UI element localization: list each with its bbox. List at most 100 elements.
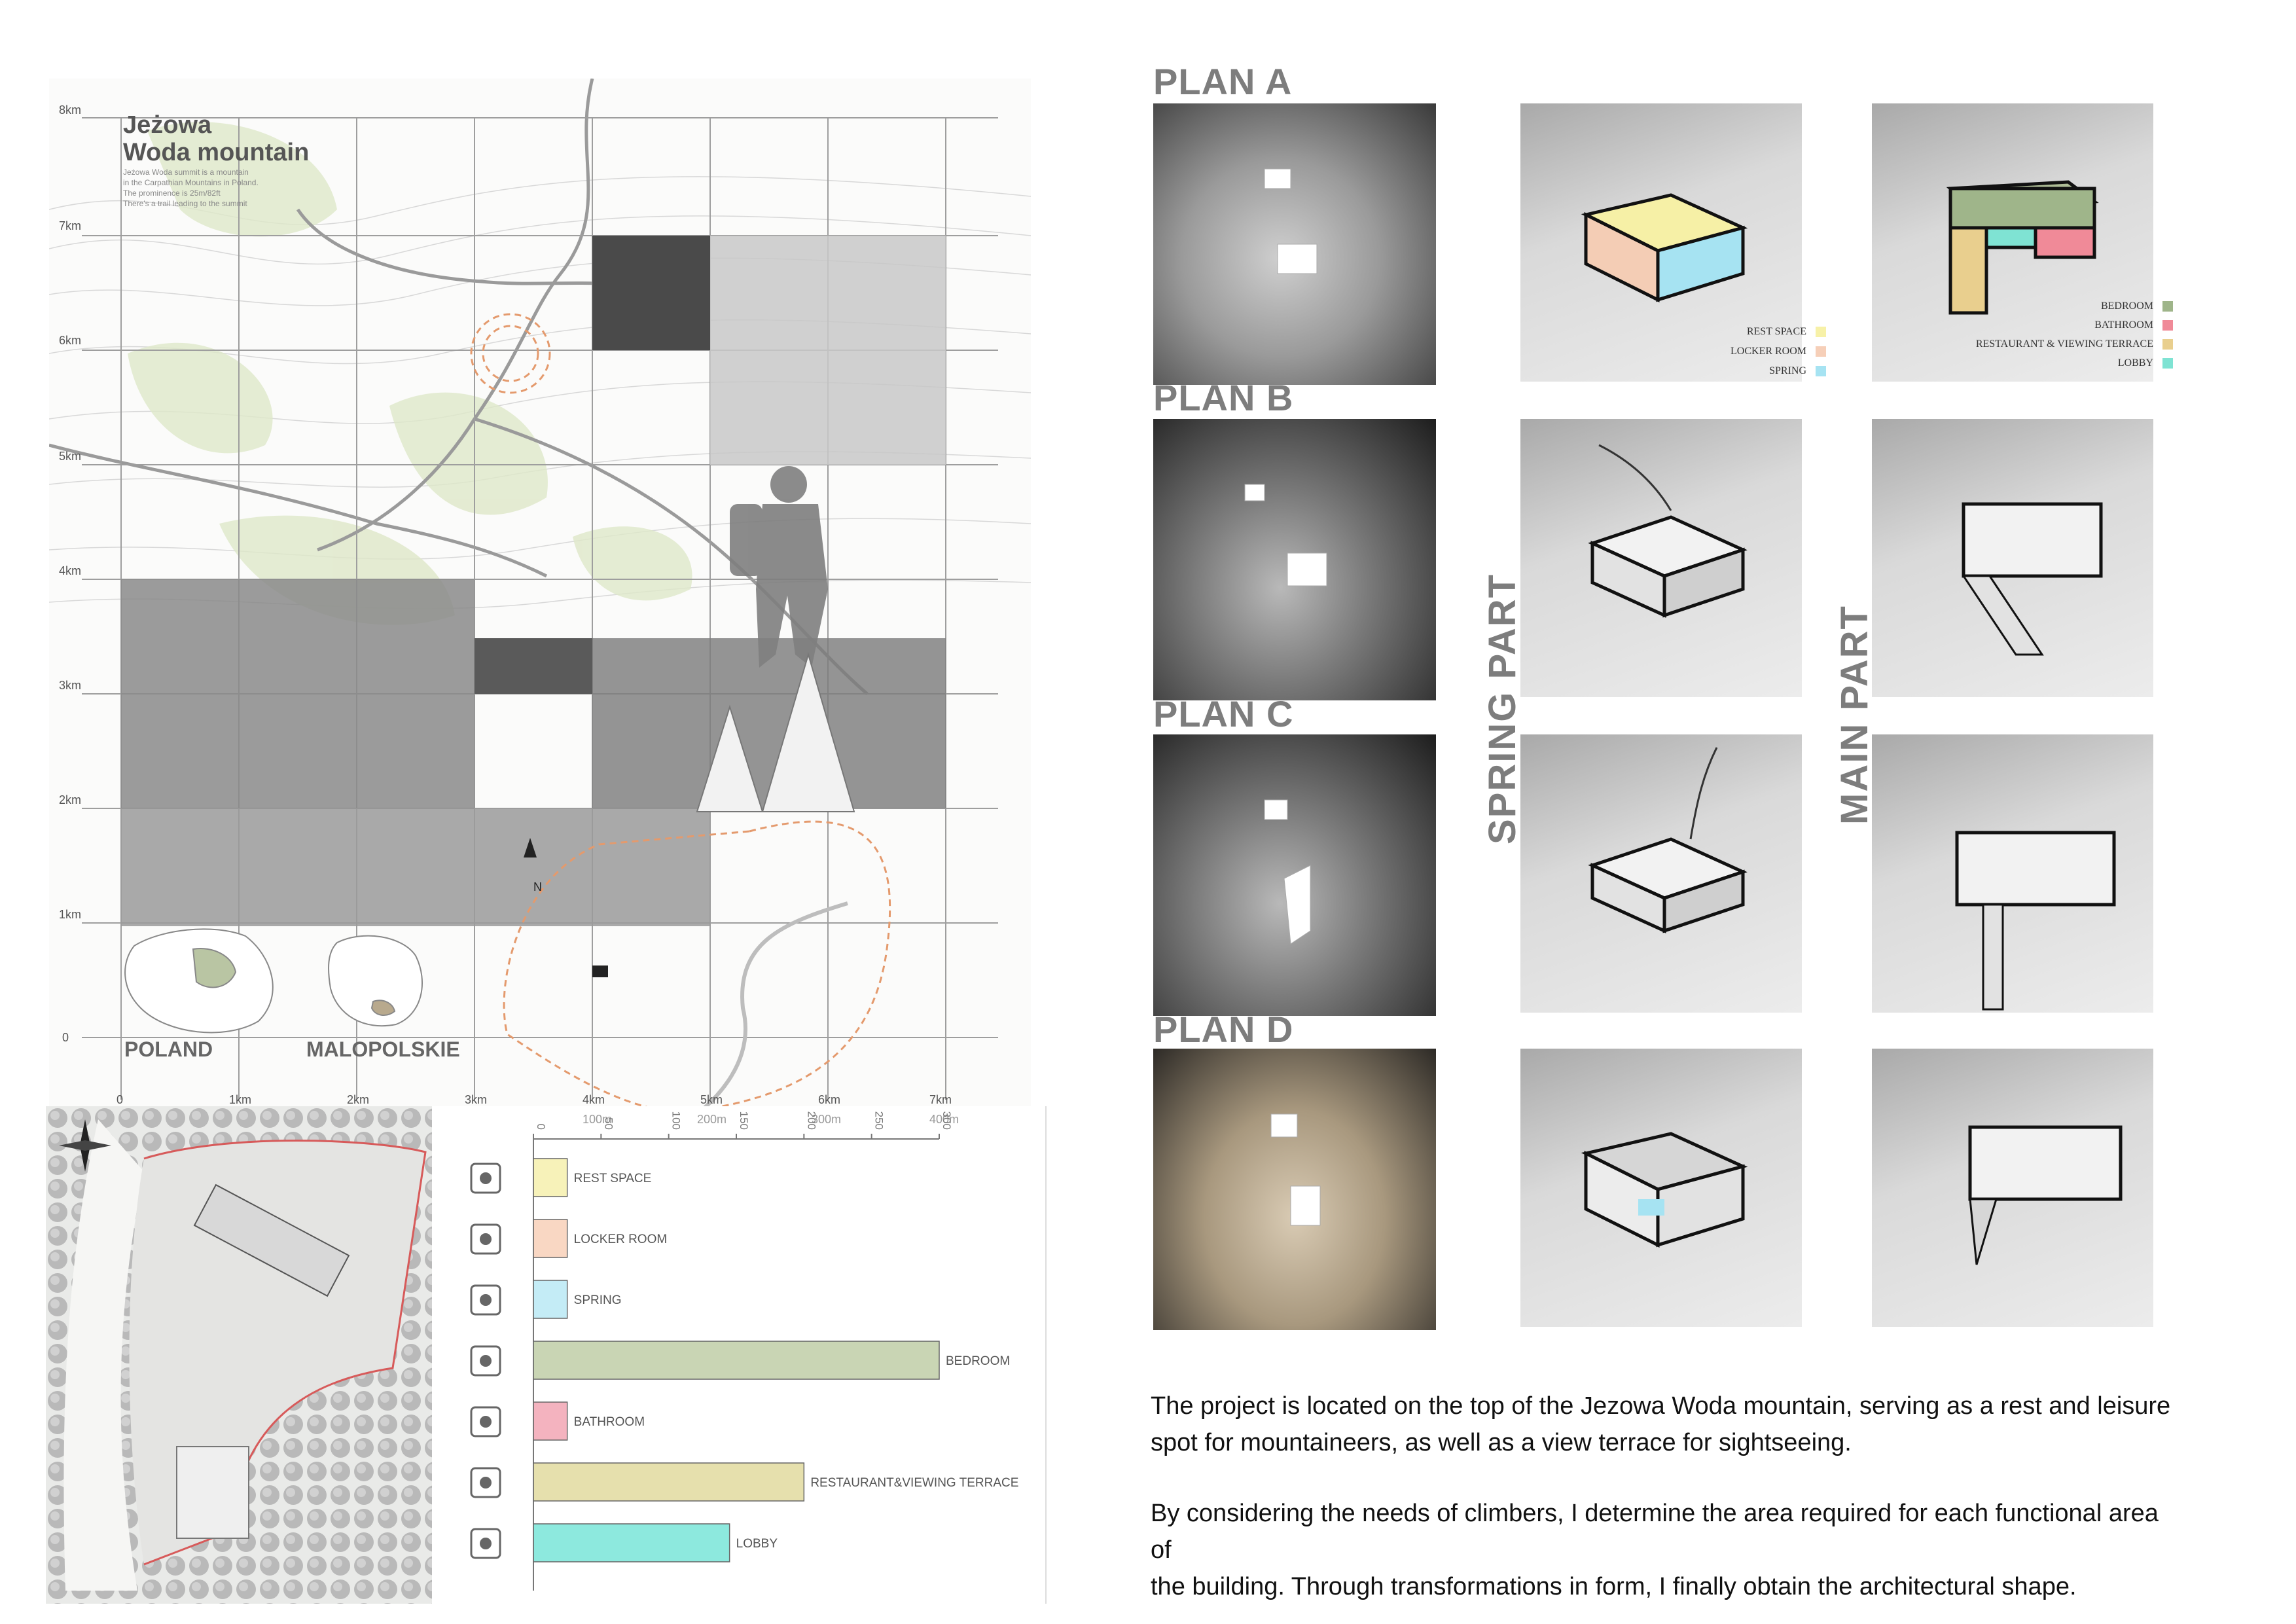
x-tick-label: 200 <box>805 1111 817 1130</box>
bar-label: LOCKER ROOM <box>574 1233 668 1246</box>
legend-label: RESTAURANT & VIEWING TERRACE <box>1975 338 2153 350</box>
legend-entry: LOBBY <box>1937 353 2173 372</box>
paragraph-line: The project is located on the top of the… <box>1151 1392 2171 1420</box>
site-road <box>689 901 848 1121</box>
locker-icon <box>470 1223 501 1255</box>
plan-a-model-photo <box>1153 103 1436 385</box>
spring-sketch-b <box>1520 419 1802 697</box>
main-legend: BEDROOM BATHROOM RESTAURANT & VIEWING TE… <box>1937 297 2173 372</box>
bar-label: BATHROOM <box>574 1415 645 1429</box>
legend-label: LOBBY <box>2117 357 2153 369</box>
legend-swatch <box>2162 319 2173 331</box>
x-tick-label: 5km <box>700 1093 723 1106</box>
x-tick-label: 2km <box>347 1093 370 1106</box>
meadow-photo <box>710 236 946 465</box>
scale-tick-label: 200m <box>697 1113 727 1126</box>
reception-icon <box>470 1528 501 1559</box>
field-photo <box>475 638 592 694</box>
x-tick-label: 250 <box>873 1111 886 1130</box>
map-title-line2: Woda mountain <box>123 139 310 166</box>
y-tick-label: 5km <box>59 450 82 463</box>
map-svg <box>48 78 1031 1121</box>
bar-label: LOBBY <box>736 1537 778 1551</box>
x-tick-label: 1km <box>229 1093 252 1106</box>
scale-tick-label: 100m <box>583 1113 613 1126</box>
x-tick-label: 50 <box>602 1117 615 1130</box>
legend-label: BATHROOM <box>2094 319 2153 331</box>
x-tick-label: 6km <box>818 1093 841 1106</box>
region-label: MALOPOLSKIE <box>306 1038 460 1061</box>
hiker-silhouette <box>730 466 828 668</box>
map-title: Jeżowa Woda mountain <box>123 111 309 166</box>
map-description-line: The prominence is 25m/82ft <box>123 189 221 198</box>
malopolskie-mini-map <box>328 935 423 1027</box>
map-description-line: Jeżowa Woda summit is a mountain <box>123 168 249 177</box>
paragraph-line: By considering the needs of climbers, I … <box>1151 1500 2159 1564</box>
legend-entry: RESTAURANT & VIEWING TERRACE <box>1937 334 2173 353</box>
main-part-label: MAIN PART <box>1833 605 1876 825</box>
legend-label: REST SPACE <box>1746 326 1806 337</box>
plan-d-model-photo <box>1153 1049 1436 1330</box>
hot-spring-icon <box>470 1284 501 1316</box>
map-description: Jeżowa Woda summit is a mountain in the … <box>123 167 359 209</box>
x-tick-label: 100 <box>670 1111 683 1130</box>
bar <box>533 1219 568 1258</box>
bar-label: BEDROOM <box>946 1354 1010 1368</box>
paragraph-line: the building. Through transformations in… <box>1151 1573 2077 1600</box>
x-tick-label: 300 <box>941 1111 953 1130</box>
bar <box>533 1462 805 1502</box>
spring-building <box>176 1446 249 1539</box>
legend-swatch <box>2162 357 2173 369</box>
plan-b-model-photo <box>1153 419 1436 700</box>
legend-entry: REST SPACE <box>1676 322 1826 342</box>
legend-swatch <box>1816 346 1826 357</box>
y-tick-label: 2km <box>59 793 82 806</box>
plan-a-title: PLAN A <box>1153 61 1293 102</box>
x-tick-label: 7km <box>929 1093 952 1106</box>
legend-entry: BEDROOM <box>1937 297 2173 316</box>
bar <box>533 1280 568 1319</box>
y-tick-label: 1km <box>59 908 82 921</box>
spring-sketch-c <box>1520 734 1802 1013</box>
main-sketch-d <box>1872 1049 2153 1327</box>
legend-label: SPRING <box>1769 365 1806 376</box>
y-tick-label: 8km <box>59 103 82 117</box>
shower-icon <box>470 1406 501 1437</box>
y-tick-label: 4km <box>59 564 82 577</box>
area-chart: 0 50 100 150 200 250 300 REST SPACE LOCKER ROOM S… <box>458 1106 1054 1604</box>
main-sketch-c <box>1872 734 2153 1013</box>
bed-icon <box>470 1345 501 1377</box>
spring-sketch-a <box>1520 103 1802 382</box>
bar <box>533 1158 568 1197</box>
pine-trees <box>696 652 855 812</box>
legend-swatch <box>1816 327 1826 337</box>
valley-photo <box>121 579 475 808</box>
bar-label: REST SPACE <box>574 1172 652 1185</box>
north-label: N <box>533 880 542 893</box>
plan-c-model-photo <box>1153 734 1436 1016</box>
area-chart-svg: 0 50 100 150 200 250 300 REST SPACE LOCKER ROOM S… <box>470 1106 1047 1604</box>
main-sketch-a <box>1872 103 2153 382</box>
bar <box>533 1523 730 1562</box>
x-tick-label: 4km <box>583 1093 605 1106</box>
north-arrow-icon <box>524 838 537 857</box>
scale-tick-label: 300m <box>812 1113 842 1126</box>
bar-label: RESTAURANT&VIEWING TERRACE <box>810 1476 1018 1490</box>
spring-legend: REST SPACE LOCKER ROOM SPRING <box>1676 322 1826 381</box>
site-plan <box>46 1106 432 1604</box>
bar <box>533 1401 568 1441</box>
main-sketch-b <box>1872 419 2153 697</box>
paragraph-line: spot for mountaineers, as well as a view… <box>1151 1429 1852 1456</box>
legend-label: LOCKER ROOM <box>1730 346 1806 357</box>
tree-bench-icon <box>470 1163 501 1194</box>
site-path <box>63 1119 144 1591</box>
scale-tick-label: 400m <box>929 1113 960 1126</box>
site-boundary <box>143 1140 427 1566</box>
map-description-line: in the Carpathian Mountains in Poland. <box>123 178 259 187</box>
y-tick-label: 3km <box>59 679 82 692</box>
x-tick-label: 0 <box>117 1093 124 1106</box>
compass-icon <box>59 1119 111 1172</box>
map-title-line1: Jeżowa <box>123 111 212 139</box>
topographic-map <box>48 78 1031 1121</box>
trees-photo <box>592 638 946 808</box>
